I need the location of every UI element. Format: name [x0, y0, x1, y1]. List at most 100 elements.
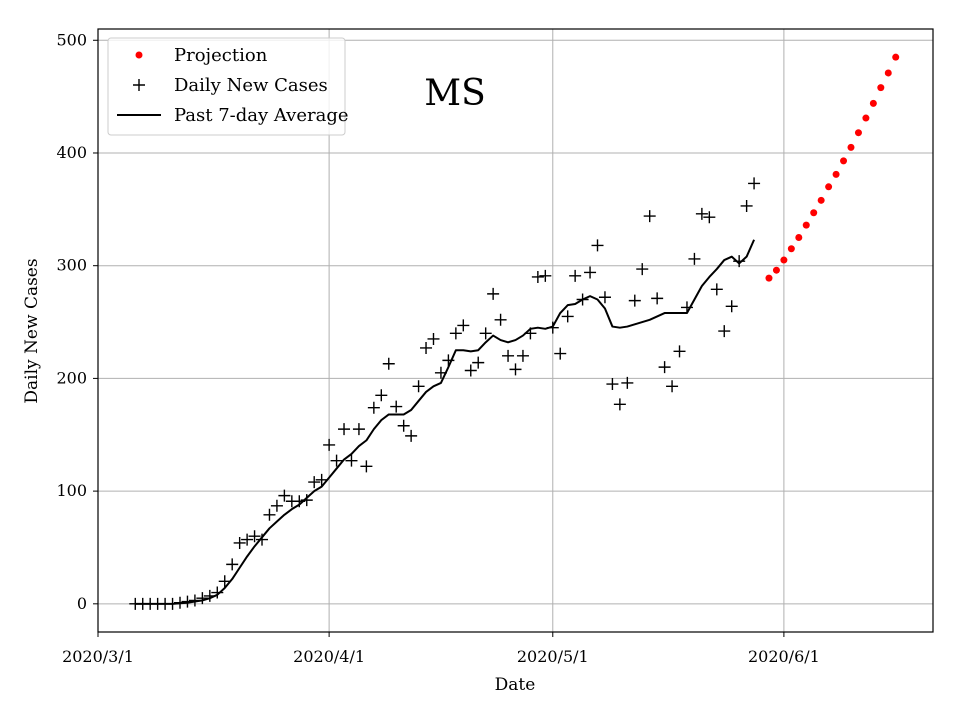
case-point	[360, 460, 373, 473]
case-point	[315, 473, 328, 486]
average-line	[135, 239, 755, 605]
case-point	[375, 389, 388, 402]
case-point	[449, 327, 462, 340]
case-point	[502, 349, 515, 362]
x-tick-label: 2020/4/1	[293, 647, 365, 666]
projection-point	[772, 266, 780, 274]
projection-point	[765, 274, 773, 282]
legend-projection-label: Projection	[174, 45, 268, 66]
case-point	[725, 300, 738, 313]
axis-ticks: 2020/3/1 2020/4/1 2020/5/1 2020/6/1 0 100 200 3…	[56, 30, 819, 666]
case-point	[673, 345, 686, 358]
projection-point	[869, 99, 877, 107]
projection-point	[802, 221, 810, 229]
case-point	[427, 332, 440, 345]
case-point	[382, 357, 395, 370]
case-point	[174, 596, 187, 609]
y-tick-label: 100	[56, 481, 87, 500]
x-axis-label: Date	[495, 675, 536, 695]
x-tick-label: 2020/5/1	[517, 647, 589, 666]
projection-point	[862, 114, 870, 122]
projection-point	[892, 53, 900, 61]
case-point	[494, 313, 507, 326]
case-point	[233, 536, 246, 549]
case-point	[740, 199, 753, 212]
case-point	[270, 499, 283, 512]
case-point	[733, 255, 746, 268]
legend-cases-marker	[133, 79, 145, 91]
y-tick-label: 0	[77, 594, 87, 613]
case-point	[703, 211, 716, 224]
case-point	[621, 376, 634, 389]
case-point	[226, 558, 239, 571]
y-tick-label: 500	[56, 30, 87, 49]
legend-frame	[107, 37, 346, 136]
case-point	[554, 347, 567, 360]
case-point	[509, 363, 522, 376]
case-point	[561, 310, 574, 323]
plot-frame	[97, 28, 934, 633]
case-point	[397, 419, 410, 432]
case-point	[666, 380, 679, 393]
case-point	[613, 398, 626, 411]
case-point	[680, 301, 693, 314]
projection-point	[817, 196, 825, 204]
projection-point	[877, 84, 885, 92]
case-point	[323, 438, 336, 451]
case-point	[531, 270, 544, 283]
case-point	[405, 429, 418, 442]
case-point	[569, 269, 582, 282]
case-point	[695, 207, 708, 220]
case-point	[300, 494, 313, 507]
case-point	[248, 530, 261, 543]
case-point	[658, 361, 671, 374]
case-point	[606, 378, 619, 391]
y-tick-label: 300	[56, 256, 87, 275]
legend-projection-marker	[135, 51, 143, 59]
case-point	[524, 327, 537, 340]
projection-point	[847, 143, 855, 151]
case-point	[457, 319, 470, 332]
case-point	[710, 283, 723, 296]
legend-average-label: Past 7-day Average	[174, 105, 349, 126]
case-point	[181, 595, 194, 608]
case-point	[442, 354, 455, 367]
case-point	[412, 380, 425, 393]
case-point	[293, 495, 306, 508]
projection-point	[810, 209, 818, 217]
projection-series	[765, 53, 900, 282]
case-point	[211, 586, 224, 599]
case-point	[546, 321, 559, 334]
x-tick-label: 2020/3/1	[62, 647, 134, 666]
case-point	[345, 454, 358, 467]
case-point	[584, 266, 597, 279]
legend-cases-label: Daily New Cases	[174, 75, 328, 96]
case-point	[308, 476, 321, 489]
case-point	[643, 210, 656, 223]
case-point	[539, 269, 552, 282]
case-point	[487, 287, 500, 300]
case-point	[203, 589, 216, 602]
case-point	[516, 349, 529, 362]
case-point	[218, 575, 231, 588]
case-point	[352, 423, 365, 436]
y-tick-label: 200	[56, 368, 87, 387]
case-point	[576, 293, 589, 306]
average-series	[135, 239, 755, 605]
projection-point	[840, 157, 848, 165]
case-point	[338, 423, 351, 436]
case-point	[166, 597, 179, 610]
projection-point	[795, 234, 803, 242]
case-point	[367, 401, 380, 414]
case-point	[263, 508, 276, 521]
case-point	[636, 263, 649, 276]
case-point	[420, 341, 433, 354]
legend: Projection Daily New Cases Past 7-day Av…	[107, 37, 349, 136]
projection-point	[825, 183, 833, 191]
case-point	[196, 592, 209, 605]
case-point	[748, 177, 761, 190]
x-tick-label: 2020/6/1	[748, 647, 820, 666]
chart-title: MS	[424, 73, 486, 114]
projection-point	[832, 170, 840, 178]
y-axis-label: Daily New Cases	[22, 258, 42, 403]
